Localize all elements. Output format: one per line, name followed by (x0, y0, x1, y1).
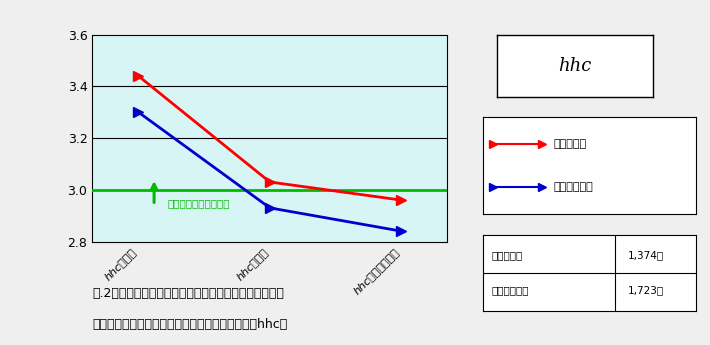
Text: 研修受講者: 研修受講者 (491, 250, 523, 260)
Text: 1,374名: 1,374名 (628, 250, 664, 260)
Text: スコア３：できている: スコア３：できている (168, 199, 230, 209)
Text: 研修未受講者: 研修未受講者 (491, 285, 529, 295)
Text: 1,723名: 1,723名 (628, 285, 664, 295)
Text: 研修未受講者: 研修未受講者 (553, 182, 593, 192)
Text: 図.2　第五回　日々の業務の取り組み方についての調査: 図.2 第五回 日々の業務の取り組み方についての調査 (92, 287, 284, 300)
Text: ナレッジリーダー研修受講者・未受講者の比較（hhc）: ナレッジリーダー研修受講者・未受講者の比較（hhc） (92, 318, 288, 331)
Text: 研修受講者: 研修受講者 (553, 139, 586, 149)
Text: hhc: hhc (558, 57, 592, 75)
